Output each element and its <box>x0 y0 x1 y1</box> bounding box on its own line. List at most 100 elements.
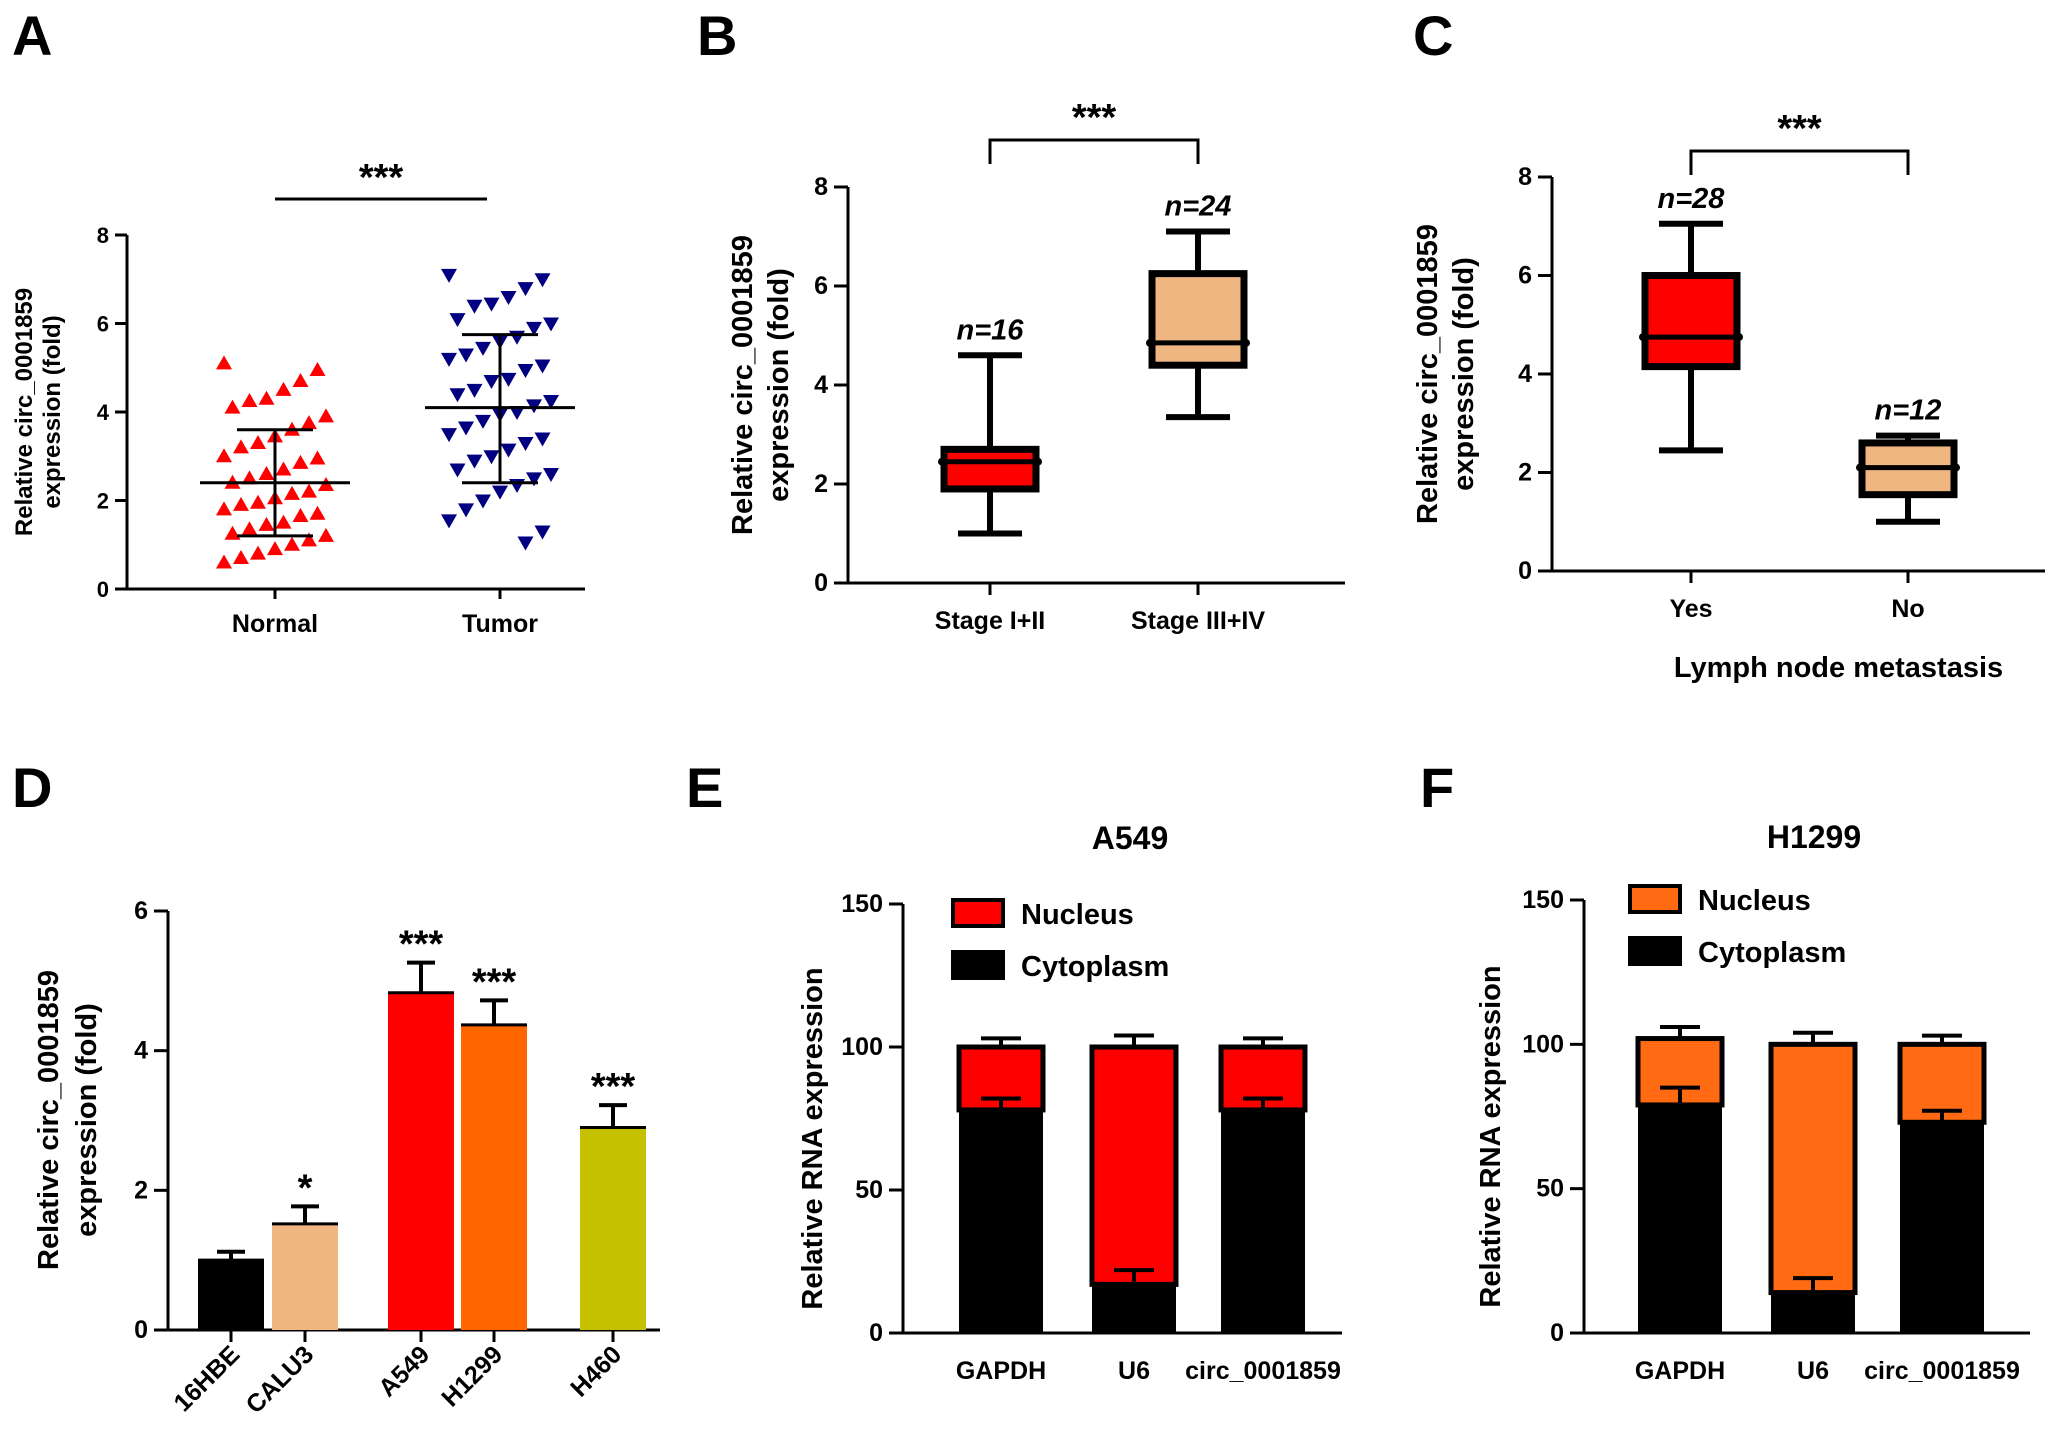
a-data-point <box>449 313 466 328</box>
e-y-label: Relative RNA expression <box>797 967 829 1309</box>
d-x-tick-label: H1299 <box>436 1340 508 1412</box>
d-bar <box>580 1127 646 1330</box>
a-data-point <box>458 421 474 436</box>
f-y-tick-label: 150 <box>1522 886 1564 914</box>
a-x-tick-label: Tumor <box>462 610 538 638</box>
f-y-tick-label: 50 <box>1536 1175 1564 1203</box>
a-data-point <box>241 392 258 407</box>
c-x-tick-label: Yes <box>1669 595 1712 623</box>
panel-f-stacked-bar: H1299 Relative RNA expression 0 50 100 150 Nuc… <box>1475 819 2030 1385</box>
a-y-tick-label: 8 <box>97 223 109 248</box>
a-data-point <box>534 273 551 288</box>
e-bar-nucleus <box>1089 1044 1179 1287</box>
a-data-point <box>309 505 326 520</box>
panel-letter-b: B <box>697 4 737 67</box>
a-data-point <box>441 352 457 367</box>
b-median-dot <box>938 457 946 466</box>
panel-letter-e: E <box>686 756 723 819</box>
d-y-tick-label: 2 <box>134 1176 148 1204</box>
f-legend-label-cytoplasm: Cytoplasm <box>1698 937 1846 969</box>
a-y-label: expression (fold) <box>39 315 66 508</box>
e-legend-label-nucleus: Nucleus <box>1021 899 1134 931</box>
a-data-point <box>449 463 466 478</box>
a-data-point <box>258 516 275 531</box>
a-data-point <box>275 461 292 476</box>
d-x-tick-label: H460 <box>565 1340 627 1402</box>
b-y-label: Relative circ_0001859 <box>727 235 759 535</box>
a-data-point <box>258 390 275 405</box>
b-median-dot <box>1146 338 1154 347</box>
a-data-point <box>284 536 300 551</box>
d-bar <box>388 992 454 1330</box>
d-significance-label: * <box>298 1167 313 1209</box>
a-data-point <box>526 321 542 336</box>
c-median-dot <box>1735 333 1743 342</box>
a-data-point <box>233 439 249 454</box>
panel-letter-a: A <box>12 4 52 67</box>
a-data-point <box>517 536 534 551</box>
c-significance-label: *** <box>1777 108 1822 150</box>
e-legend-swatch-nucleus <box>951 898 1005 928</box>
panel-letter-f: F <box>1420 756 1454 819</box>
a-y-tick-label: 2 <box>97 489 109 514</box>
f-bar-cytoplasm <box>1638 1104 1722 1333</box>
a-data-point <box>301 415 317 430</box>
c-y-tick-label: 4 <box>1518 360 1532 388</box>
a-data-point <box>517 363 534 378</box>
d-y-label: Relative circ_0001859 <box>33 970 65 1270</box>
b-n-label: n=24 <box>1165 191 1232 223</box>
a-data-point <box>284 485 300 500</box>
a-data-point <box>534 359 551 374</box>
a-data-point <box>233 550 249 565</box>
e-y-tick-label: 100 <box>841 1033 883 1061</box>
b-y-label: expression (fold) <box>763 268 795 502</box>
b-median-dot <box>1242 338 1250 347</box>
c-y-tick-label: 0 <box>1518 557 1532 585</box>
f-legend-swatch-cytoplasm <box>1628 936 1682 966</box>
panel-letter-c: C <box>1413 4 1453 67</box>
d-bar <box>461 1024 527 1330</box>
d-y-tick-label: 4 <box>134 1037 148 1065</box>
a-data-point <box>224 399 241 414</box>
a-data-point <box>241 521 258 536</box>
a-significance-label: *** <box>359 157 404 199</box>
e-bar-cytoplasm <box>1221 1109 1305 1333</box>
a-data-point <box>318 408 334 423</box>
a-data-point <box>526 472 542 487</box>
a-data-point <box>509 479 525 494</box>
e-x-tick-label: GAPDH <box>956 1357 1046 1385</box>
a-y-label: Relative circ_0001859 <box>11 288 38 536</box>
a-y-tick-label: 6 <box>97 312 109 337</box>
a-data-point <box>517 436 534 451</box>
b-x-tick-label: Stage III+IV <box>1131 607 1265 635</box>
a-data-point <box>224 525 241 540</box>
a-y-tick-label: 0 <box>97 577 109 602</box>
d-significance-label: *** <box>399 924 444 966</box>
a-y-tick-label: 4 <box>97 400 110 425</box>
panel-letter-d: D <box>12 756 52 819</box>
a-data-point <box>509 330 525 345</box>
panel-a-scatter: Relative circ_0001859 expression (fold) 0 2… <box>11 157 585 638</box>
c-n-label: n=12 <box>1875 395 1942 427</box>
a-data-point <box>483 297 500 312</box>
e-y-tick-label: 50 <box>855 1176 883 1204</box>
a-data-point <box>275 381 292 396</box>
a-data-point <box>301 483 317 498</box>
f-y-label: Relative RNA expression <box>1475 965 1507 1307</box>
d-x-tick-label: 16HBE <box>168 1340 245 1417</box>
a-data-point <box>500 290 517 305</box>
f-title: H1299 <box>1767 819 1861 855</box>
d-x-tick-label: A549 <box>373 1340 435 1402</box>
a-data-point <box>500 372 517 387</box>
panel-b-boxplot: Relative circ_0001859 expression (fold) 0 2… <box>727 97 1345 635</box>
a-data-point <box>466 454 483 469</box>
a-data-point <box>449 388 466 403</box>
b-y-tick-label: 6 <box>814 272 828 300</box>
e-x-tick-label: U6 <box>1118 1357 1150 1385</box>
b-significance-label: *** <box>1072 97 1117 139</box>
c-y-tick-label: 2 <box>1518 459 1532 487</box>
a-data-point <box>267 541 283 556</box>
a-data-point <box>458 348 474 363</box>
a-data-point <box>292 454 309 469</box>
